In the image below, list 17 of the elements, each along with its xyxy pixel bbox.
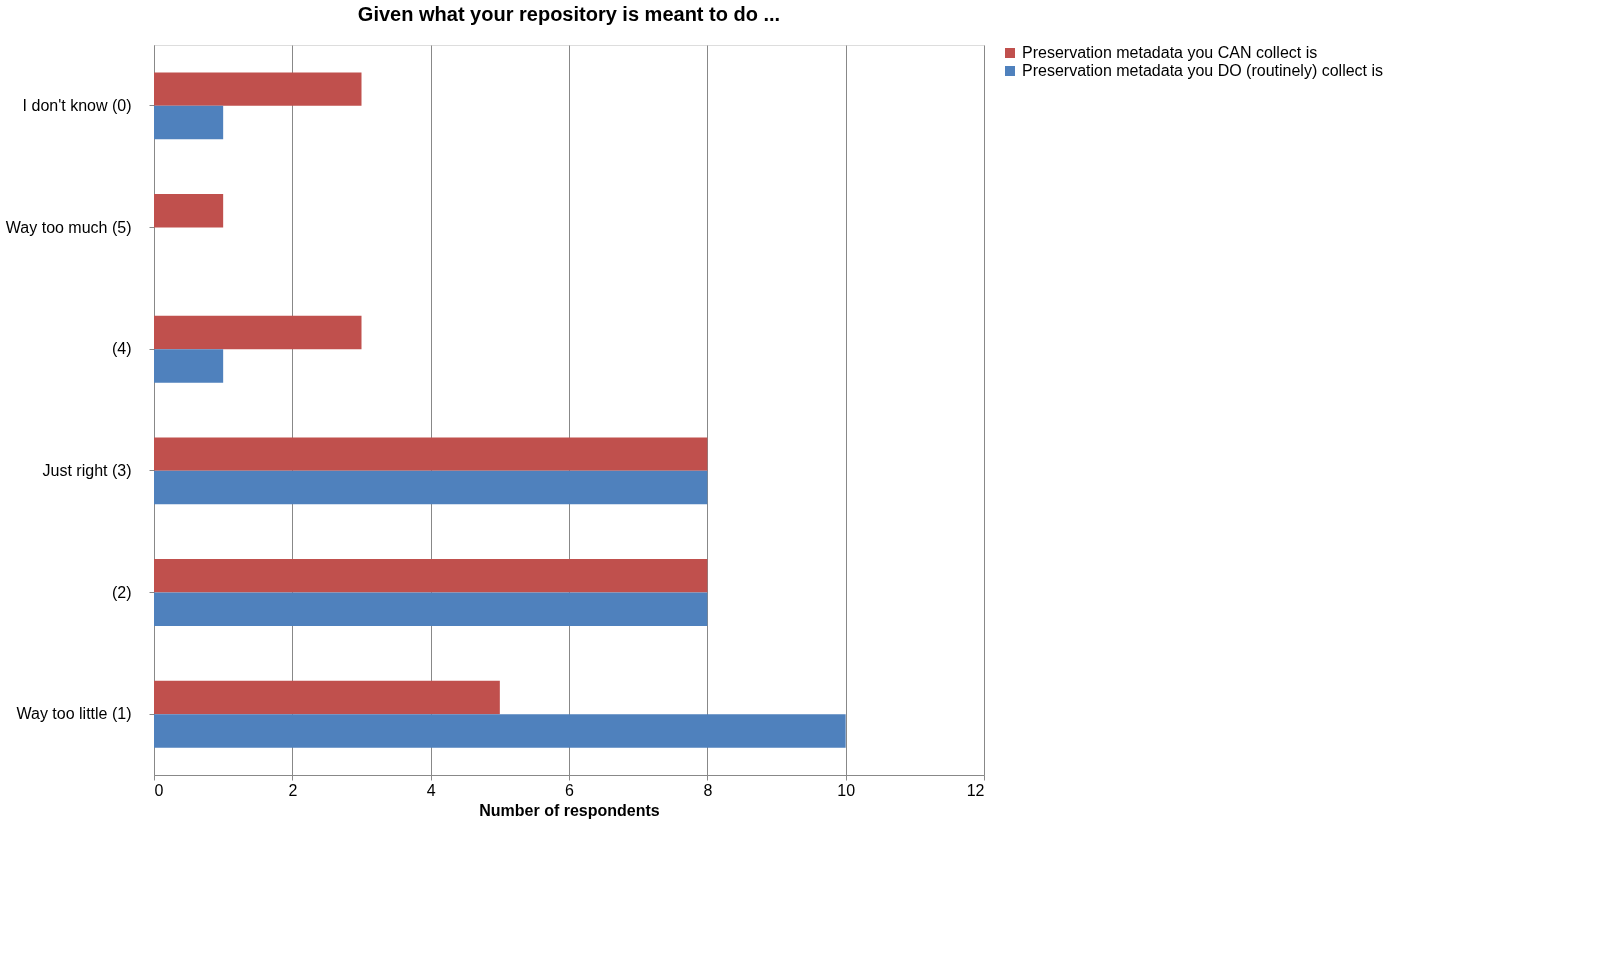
x-tick-label: 2 — [288, 781, 298, 799]
y-tick-label: Way too much (5) — [5, 218, 132, 236]
x-tick-label: 12 — [966, 781, 985, 799]
y-tick-label: Way too little (1) — [16, 705, 132, 723]
legend-label: Preservation metadata you DO (routinely) collect is — [1022, 62, 1384, 79]
y-tick-label: (2) — [111, 583, 132, 601]
y-tick-label: Just right (3) — [42, 461, 132, 479]
y-tick-label: I don't know (0) — [22, 96, 132, 114]
x-tick-label: 8 — [703, 781, 713, 799]
x-axis-title: Number of respondents — [479, 801, 660, 819]
legend-label: Preservation metadata you CAN collect is — [1022, 44, 1318, 61]
x-tick-label: 6 — [565, 781, 575, 799]
x-tick-label: 4 — [426, 781, 436, 799]
x-tick-label: 10 — [837, 781, 856, 799]
x-tick-label: 0 — [154, 781, 164, 799]
y-tick-label: (4) — [111, 340, 132, 358]
chart-title: Given what your repository is meant to do ... — [357, 3, 781, 25]
